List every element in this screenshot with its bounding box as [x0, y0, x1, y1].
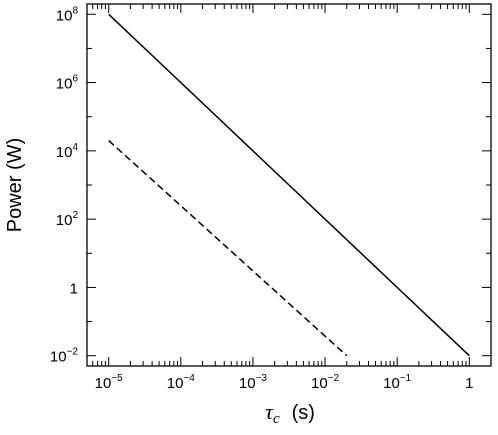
x-tick-label-exponent: −2	[328, 373, 340, 384]
y-tick-label-exponent: 2	[72, 210, 78, 221]
y-tick-label-exponent: 8	[72, 5, 78, 16]
x-tick-label-exponent: −5	[111, 373, 123, 384]
x-tick-label: 1	[465, 375, 473, 392]
x-tick-label-base: 10	[167, 375, 184, 392]
series-group	[108, 13, 470, 357]
x-tick-label-exponent: −4	[183, 373, 195, 384]
y-tick-label-base: 10	[50, 349, 67, 366]
x-axis-symbol-subscript: c	[273, 411, 280, 427]
x-tick-label-base: 10	[311, 375, 328, 392]
x-tick-labels: 10−5 10−4 10−3 10−2 10−1 1	[95, 373, 474, 392]
y-tick-label-base: 10	[56, 7, 73, 24]
y-tick-label: 106	[56, 74, 79, 93]
x-tick-label-base: 10	[95, 375, 112, 392]
x-axis-unit: (s)	[292, 402, 315, 424]
tick-marks	[86, 4, 492, 366]
x-axis-title: τc (s)	[265, 399, 315, 427]
x-tick-label-exponent: −1	[400, 373, 412, 384]
y-tick-label-base: 10	[56, 212, 73, 229]
y-tick-label: 1	[70, 280, 78, 297]
y-axis-title: Power (W)	[4, 138, 26, 232]
y-tick-label-base: 10	[56, 144, 73, 161]
x-tick-label: 10−4	[167, 373, 196, 392]
x-tick-label: 10−5	[95, 373, 124, 392]
y-tick-label-base: 1	[70, 280, 78, 297]
x-tick-label-base: 10	[239, 375, 256, 392]
x-tick-label-base: 1	[465, 375, 473, 392]
y-tick-label-base: 10	[56, 76, 73, 93]
x-tick-label-base: 10	[383, 375, 400, 392]
y-tick-label: 108	[56, 5, 79, 24]
y-tick-label-exponent: 6	[72, 74, 78, 85]
x-axis-symbol: τ	[265, 399, 274, 424]
y-tick-label: 10−2	[50, 347, 79, 366]
y-tick-label-exponent: 4	[72, 142, 78, 153]
series-line-dashed	[108, 140, 348, 357]
x-tick-label: 10−3	[239, 373, 268, 392]
series-line-solid	[108, 13, 470, 357]
y-tick-label: 104	[56, 142, 79, 161]
x-tick-label: 10−1	[383, 373, 412, 392]
y-tick-label: 102	[56, 210, 79, 229]
y-tick-label-exponent: −2	[67, 347, 79, 358]
x-tick-label-exponent: −3	[256, 373, 268, 384]
x-tick-label: 10−2	[311, 373, 340, 392]
